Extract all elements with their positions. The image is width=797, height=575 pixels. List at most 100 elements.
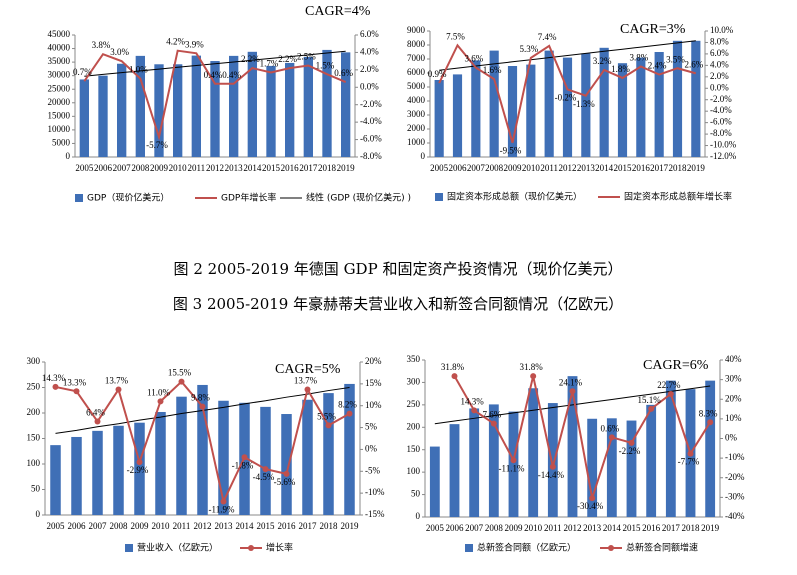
y-tick-label: 250 (407, 399, 421, 409)
bar (173, 64, 183, 157)
y2-tick-label: 2.0% (710, 71, 729, 81)
point (115, 386, 122, 393)
bar (489, 50, 499, 157)
x-tick-label: 2011 (187, 163, 205, 173)
x-tick-label: 2005 (430, 163, 449, 173)
bar (562, 57, 573, 157)
y-tick-label: 50 (31, 484, 41, 494)
data-label: 1.7% (260, 59, 279, 69)
x-tick-label: 2017 (299, 521, 318, 531)
x-tick-label: 2017 (662, 523, 681, 533)
x-tick-label: 2015 (623, 523, 642, 533)
point (157, 398, 164, 405)
data-label: 1.8% (611, 64, 630, 74)
point (241, 454, 248, 461)
point (178, 378, 185, 385)
x-tick-label: 2010 (169, 163, 188, 173)
y-tick-label: 100 (407, 466, 421, 476)
bar (507, 66, 518, 157)
y2-tick-label: 0% (725, 433, 738, 443)
bar (302, 399, 313, 515)
bar (567, 376, 578, 517)
y-tick-label: 0 (416, 511, 421, 521)
legend-label: GDP（现价亿美元） (87, 192, 169, 204)
data-label: -2.2% (619, 446, 641, 456)
y-tick-label: 7000 (407, 53, 426, 63)
x-tick-label: 2019 (337, 163, 356, 173)
point (304, 386, 311, 393)
legend-swatch (125, 544, 133, 552)
x-tick-label: 2016 (632, 163, 651, 173)
point (262, 466, 269, 473)
data-label: 3.0% (110, 47, 129, 57)
data-label: 2.2% (241, 54, 260, 64)
x-tick-label: 2009 (150, 163, 169, 173)
bar (285, 62, 295, 157)
bar (50, 445, 61, 515)
x-tick-label: 2007 (465, 523, 484, 533)
x-tick-label: 2015 (257, 521, 276, 531)
data-label: 6.4% (86, 408, 105, 418)
point (220, 498, 227, 505)
x-tick-label: 2008 (131, 163, 150, 173)
bar (471, 60, 481, 157)
x-tick-label: 2013 (583, 523, 602, 533)
data-label: -1.3% (573, 99, 595, 109)
bar (646, 404, 657, 517)
y-tick-label: 100 (27, 458, 41, 468)
y2-tick-label: 2.0% (360, 64, 379, 74)
data-label: 2.5% (297, 52, 316, 62)
bar (544, 50, 554, 157)
y-tick-label: 3000 (407, 109, 426, 119)
y2-tick-label: 15% (365, 378, 382, 388)
x-tick-label: 2009 (504, 163, 523, 173)
data-label: 0.4% (222, 70, 241, 80)
bar (135, 55, 145, 157)
data-label: 15.5% (168, 368, 192, 378)
x-tick-label: 2012 (559, 163, 577, 173)
trendline (439, 40, 696, 71)
bar (587, 418, 598, 517)
x-tick-label: 2006 (449, 163, 468, 173)
legend-label: 固定资本形成总额年增长率 (624, 191, 732, 203)
x-tick-label: 2014 (243, 163, 262, 173)
data-label: 8.3% (699, 408, 718, 418)
data-label: 8.2% (338, 400, 357, 410)
y-tick-label: 40000 (48, 43, 71, 53)
bar (654, 52, 664, 157)
x-tick-label: 2009 (505, 523, 524, 533)
x-tick-label: 2016 (278, 521, 297, 531)
data-label: 1.5% (316, 60, 335, 70)
bar (79, 79, 89, 157)
legend-marker (608, 545, 614, 551)
bar (665, 380, 676, 517)
bar (281, 414, 292, 515)
data-label: 7.5% (446, 31, 465, 41)
data-label: -2.9% (127, 465, 149, 475)
y2-tick-label: -8.0% (360, 151, 382, 161)
data-label: -4.5% (253, 472, 275, 482)
y2-tick-label: 20% (725, 393, 742, 403)
y2-tick-label: 10% (365, 400, 382, 410)
point (451, 373, 458, 380)
y2-tick-label: 0% (365, 443, 378, 453)
point (687, 450, 694, 457)
bar (266, 65, 276, 157)
y2-tick-label: -6.0% (360, 134, 382, 144)
data-label: 22.7% (657, 380, 681, 390)
y-tick-label: 20000 (48, 97, 71, 107)
y-tick-label: 2000 (407, 123, 426, 133)
y2-tick-label: -30% (725, 491, 745, 501)
x-tick-label: 2014 (595, 163, 614, 173)
data-label: 2.6% (684, 59, 703, 69)
y2-tick-label: 10% (725, 413, 742, 423)
x-tick-label: 2016 (281, 163, 300, 173)
bar (92, 430, 103, 515)
data-label: 11.0% (147, 387, 170, 397)
bar (229, 55, 239, 157)
x-tick-label: 2010 (524, 523, 543, 533)
bar (508, 411, 519, 517)
data-label: 3.8% (629, 53, 648, 63)
data-label: -14.4% (538, 470, 565, 480)
